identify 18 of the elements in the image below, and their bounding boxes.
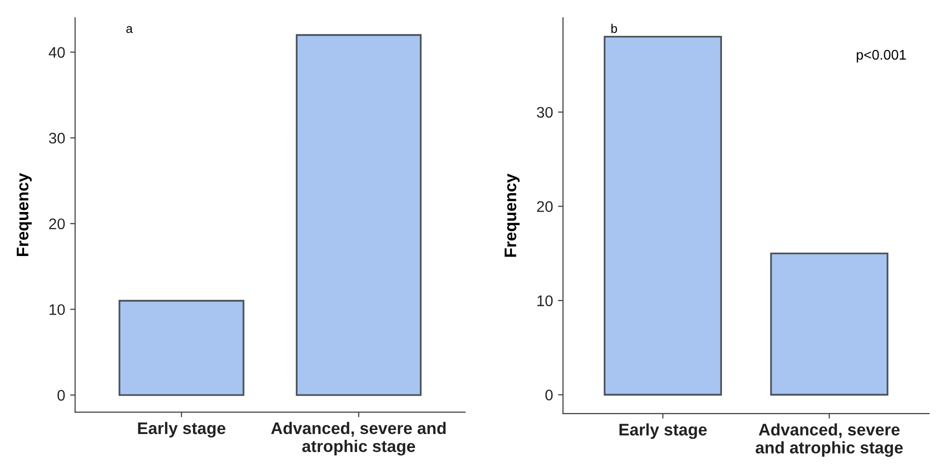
y-tick-label: 40 [48, 47, 65, 58]
y-tick-label: 30 [536, 106, 553, 118]
y-axis-title: Frequency [504, 174, 520, 257]
x-tick-label: Advanced, severe and atrophic stage [756, 423, 903, 457]
annotation: a [126, 26, 133, 33]
y-tick-label: 0 [58, 390, 65, 401]
x-tick-label: Advanced, severe and atrophic stage [271, 422, 446, 456]
y-tick-label: 20 [49, 218, 65, 230]
y-tick-label: 10 [50, 304, 65, 316]
y-tick-label: 20 [537, 201, 553, 212]
y-tick-label: 10 [537, 295, 553, 306]
x-tick-label: Early stage [138, 422, 226, 438]
y-tick-label: 0 [545, 390, 553, 400]
y-axis-title: Frequency [16, 172, 32, 256]
y-tick-label: 30 [49, 132, 65, 144]
annotation: b [611, 24, 618, 33]
x-tick-label: Early stage [619, 423, 707, 439]
annotation: p<0.001 [856, 50, 906, 62]
